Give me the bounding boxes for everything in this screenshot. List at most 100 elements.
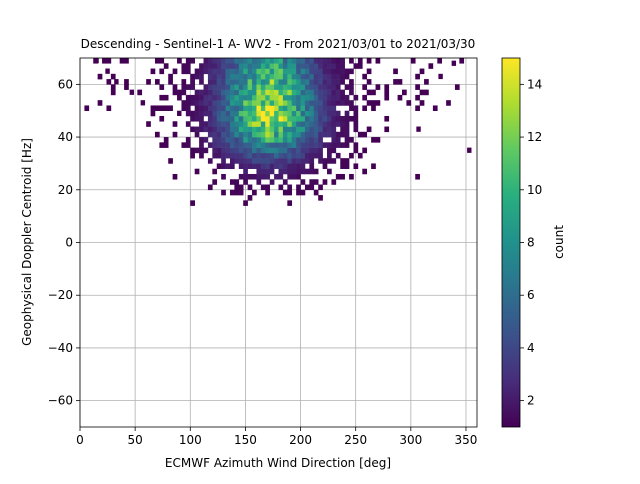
heatmap-cell xyxy=(309,84,315,90)
heatmap-cell xyxy=(415,84,420,90)
heatmap-cell xyxy=(274,89,279,96)
heatmap-cell xyxy=(269,163,275,169)
heatmap-cell xyxy=(194,126,200,133)
heatmap-cell xyxy=(371,137,376,143)
heatmap-cell xyxy=(322,115,328,122)
heatmap-cell xyxy=(221,68,226,75)
heatmap-cell xyxy=(207,126,213,133)
heatmap-cell xyxy=(331,105,337,112)
heatmap-cell xyxy=(238,105,244,112)
heatmap-cell xyxy=(282,94,288,101)
heatmap-cell xyxy=(137,89,143,96)
heatmap-cell xyxy=(221,73,226,80)
heatmap-cell xyxy=(318,115,323,122)
heatmap-cell xyxy=(252,121,257,127)
heatmap-cell xyxy=(331,58,337,64)
heatmap-cell xyxy=(282,163,288,169)
heatmap-cell xyxy=(256,137,262,143)
heatmap-cell xyxy=(287,121,293,127)
heatmap-cell xyxy=(238,189,244,196)
x-tick-label: 100 xyxy=(179,433,202,447)
heatmap-cell xyxy=(207,94,213,101)
heatmap-cell xyxy=(110,84,116,90)
heatmap-cell xyxy=(309,179,315,185)
heatmap-cell xyxy=(309,58,315,64)
heatmap-cell xyxy=(221,58,226,64)
heatmap-cell xyxy=(260,158,266,164)
heatmap-cell xyxy=(300,121,306,127)
heatmap-cell xyxy=(216,126,222,133)
heatmap-cell xyxy=(229,84,235,90)
heatmap-cell xyxy=(146,79,151,85)
heatmap-cell xyxy=(203,94,209,101)
heatmap-cell xyxy=(397,94,403,101)
heatmap-cell xyxy=(172,121,178,127)
heatmap-cell xyxy=(229,115,235,122)
heatmap-cell xyxy=(216,94,222,101)
heatmap-cell xyxy=(313,68,319,75)
heatmap-cell xyxy=(247,137,253,143)
heatmap-cell xyxy=(318,89,323,96)
heatmap-cell xyxy=(300,168,306,175)
heatmap-cell xyxy=(234,63,240,69)
heatmap-cell xyxy=(203,58,209,64)
heatmap-cell xyxy=(291,131,297,138)
heatmap-cell xyxy=(335,63,341,69)
heatmap-cell xyxy=(256,100,262,106)
heatmap-cell xyxy=(234,142,240,148)
heatmap-cell xyxy=(260,126,266,133)
heatmap-cell xyxy=(322,142,328,148)
heatmap-cell xyxy=(163,142,169,148)
heatmap-cell xyxy=(291,163,297,169)
heatmap-cell xyxy=(252,137,257,143)
heatmap-cell xyxy=(190,94,195,101)
heatmap-cell xyxy=(291,100,297,106)
heatmap-cell xyxy=(94,58,99,64)
heatmap-cell xyxy=(269,58,275,64)
heatmap-cell xyxy=(304,142,310,148)
heatmap-cell xyxy=(252,142,257,148)
heatmap-cell xyxy=(234,137,240,143)
heatmap-cell xyxy=(238,158,244,164)
heatmap-cell xyxy=(124,79,129,85)
heatmap-cell xyxy=(199,63,204,69)
heatmap-cell xyxy=(366,100,372,106)
heatmap-cell xyxy=(159,68,165,75)
heatmap-cell xyxy=(318,184,323,191)
heatmap-cell xyxy=(322,100,328,106)
heatmap-cell xyxy=(353,121,359,127)
heatmap-cell xyxy=(287,100,293,106)
heatmap-cell xyxy=(234,73,240,80)
heatmap-cell xyxy=(260,115,266,122)
heatmap-cell xyxy=(221,84,226,90)
heatmap-cell xyxy=(216,79,222,85)
heatmap-cell xyxy=(274,84,279,90)
heatmap-cell xyxy=(216,121,222,127)
heatmap-cell xyxy=(278,94,284,101)
heatmap-cell xyxy=(252,173,257,180)
heatmap-cell xyxy=(291,115,297,122)
heatmap-cell xyxy=(432,105,438,112)
heatmap-cell xyxy=(269,126,275,133)
heatmap-cell xyxy=(304,147,310,154)
heatmap-cell xyxy=(194,94,200,101)
heatmap-cell xyxy=(366,126,372,133)
heatmap-cell xyxy=(291,142,297,148)
heatmap-cell xyxy=(300,110,306,117)
heatmap-cell xyxy=(318,195,323,201)
heatmap-cell xyxy=(194,73,200,80)
heatmap-cell xyxy=(309,73,315,80)
heatmap-cell xyxy=(300,142,306,148)
heatmap-cell xyxy=(278,152,284,159)
heatmap-cell xyxy=(269,152,275,159)
heatmap-cell xyxy=(234,94,240,101)
heatmap-cell xyxy=(260,173,266,180)
heatmap-cell xyxy=(229,58,235,64)
heatmap-cell xyxy=(256,131,262,138)
heatmap-cell xyxy=(212,63,218,69)
heatmap-cell xyxy=(291,58,297,64)
heatmap-cell xyxy=(384,89,390,96)
heatmap-cell xyxy=(212,110,218,117)
heatmap-cell xyxy=(300,152,306,159)
heatmap-cell xyxy=(110,89,116,96)
